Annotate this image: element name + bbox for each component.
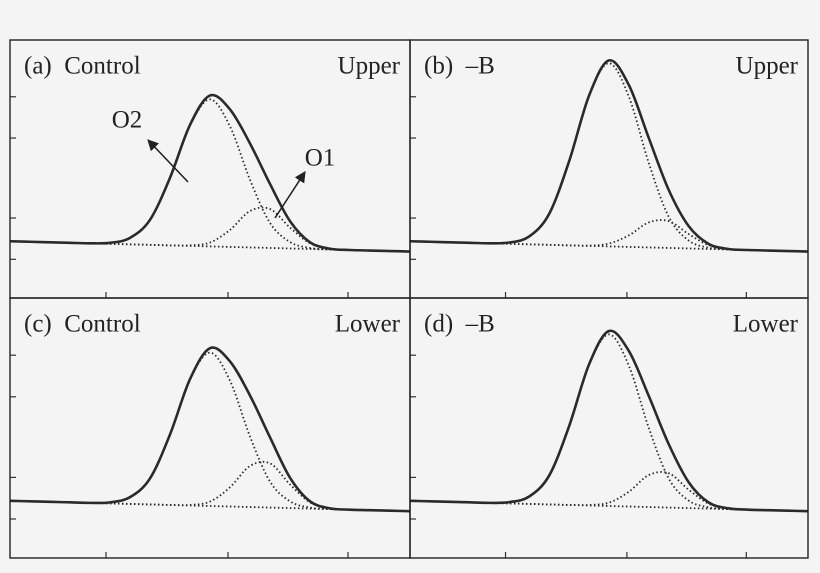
fit-curve (409, 333, 809, 513)
position-label: Upper (736, 53, 799, 80)
position-label: Lower (335, 311, 401, 338)
annotation-arrow (274, 171, 306, 219)
panel-label: (a) Control (24, 53, 141, 80)
fit-curve (9, 240, 411, 253)
panel-frame (409, 297, 809, 559)
annotation: O2 (112, 107, 143, 134)
fit-curve (9, 499, 411, 513)
annotation-arrow (147, 139, 189, 183)
fit-curve (9, 98, 411, 253)
position-label: Upper (338, 53, 401, 80)
total-curve (409, 329, 809, 513)
annotation: O1 (305, 145, 336, 172)
fit-curve (9, 460, 411, 513)
panel-label: (c) Control (24, 311, 141, 338)
panel-label: (d) –B (424, 311, 495, 338)
panel-label: (b) –B (424, 53, 495, 80)
total-curve (409, 59, 809, 253)
total-curve (9, 346, 411, 513)
total-curve (9, 93, 411, 253)
position-label: Lower (733, 311, 799, 338)
